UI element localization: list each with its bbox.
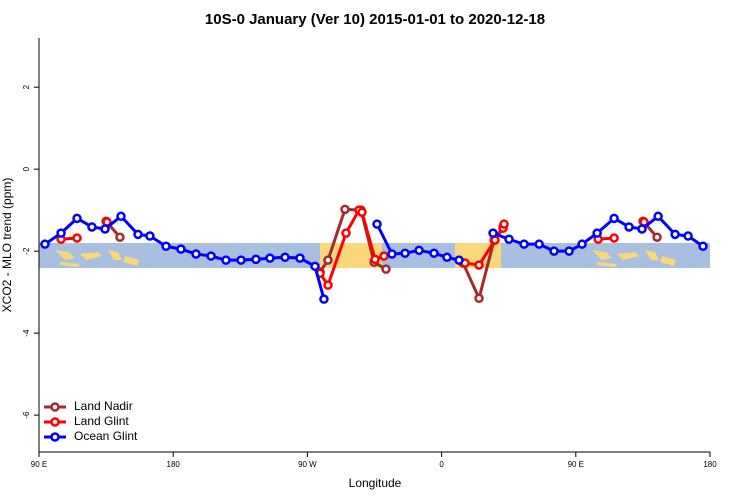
data-point [280,252,290,263]
data-point [72,213,82,224]
data-point [236,255,246,265]
data-point [295,253,305,263]
data-point [323,255,333,265]
data-point [442,252,452,263]
legend-label: Ocean Glint [74,429,138,443]
island-shapes [592,250,676,267]
data-point [206,251,216,261]
y-tick-label: -2 [22,247,31,255]
data-point [370,254,380,265]
data-point [400,248,410,258]
x-tick-label: 0 [439,460,444,469]
legend-label: Land Glint [74,414,129,428]
data-point [251,254,261,265]
data-point [265,253,275,263]
data-point [592,228,602,238]
data-point [381,264,391,274]
x-tick-label: 180 [703,460,717,469]
data-point [340,204,350,215]
legend-marker [50,432,60,442]
data-point [577,239,587,249]
data-point [499,219,509,229]
data-point [504,234,514,245]
y-tick-label: -4 [22,329,31,337]
y-tick-label: 2 [22,84,31,89]
data-point [221,255,231,265]
data-point [609,233,619,243]
data-point [414,245,424,256]
data-point [319,294,329,304]
data-point [323,280,333,290]
x-axis-label: Longitude [349,476,402,490]
legend-marker [50,417,60,427]
legend-label: Land Nadir [74,399,133,413]
legend-marker [50,402,60,412]
island-shapes [55,250,139,267]
data-point [379,251,389,261]
y-tick-label: 0 [22,166,31,171]
data-point [310,261,320,272]
y-axis-label: XCO2 - MLO trend (ppm) [0,178,14,313]
y-tick-label: -6 [22,411,31,419]
data-point [474,293,484,304]
data-point [609,213,619,224]
data-point [474,260,484,270]
data-point [637,224,647,234]
data-point [652,232,662,242]
data-point [670,229,680,240]
data-point [40,239,50,249]
x-tick-label: 90 E [31,460,47,469]
series-line [104,207,659,300]
data-point [176,244,186,254]
data-point [624,222,634,232]
data-point [145,231,155,241]
data-point [549,246,559,256]
data-point [72,233,82,243]
data-point [161,241,171,251]
data-point [341,228,351,238]
data-point [133,229,143,240]
data-point [100,224,110,234]
data-point [683,231,693,241]
data-point [454,255,464,265]
x-tick-label: 90 E [568,460,584,469]
data-point [87,222,97,232]
data-point [115,232,125,242]
data-point [191,249,201,259]
x-tick-label: 90 W [298,460,317,469]
data-point [564,246,574,256]
chart-title: 10S-0 January (Ver 10) 2015-01-01 to 202… [205,11,545,28]
data-point [653,211,663,222]
data-point [116,211,126,222]
data-point [387,249,397,259]
data-point [488,228,498,238]
data-point [534,239,544,249]
data-point [357,207,367,217]
data-point [429,248,439,258]
data-point [519,239,529,249]
x-tick-label: 180 [167,460,181,469]
data-point [56,228,66,238]
data-point [372,219,382,229]
data-point [698,241,708,251]
